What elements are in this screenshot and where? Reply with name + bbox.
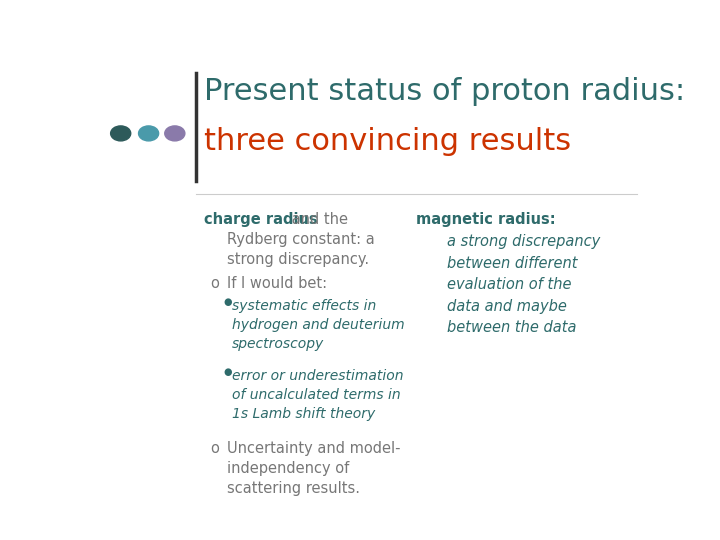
Text: and the: and the (287, 212, 348, 227)
Circle shape (111, 126, 131, 141)
Circle shape (165, 126, 185, 141)
Text: Present status of proton radius:: Present status of proton radius: (204, 77, 685, 106)
Text: strong discrepancy.: strong discrepancy. (227, 252, 369, 267)
Text: o: o (210, 276, 219, 291)
Circle shape (138, 126, 158, 141)
Text: systematic effects in
hydrogen and deuterium
spectroscopy: systematic effects in hydrogen and deute… (233, 299, 405, 351)
Text: Uncertainty and model-
independency of
scattering results.: Uncertainty and model- independency of s… (227, 441, 400, 496)
Text: If I would bet:: If I would bet: (227, 276, 327, 291)
Text: error or underestimation
of uncalculated terms in
1s Lamb shift theory: error or underestimation of uncalculated… (233, 369, 404, 421)
Text: three convincing results: three convincing results (204, 127, 572, 156)
Text: ●: ● (224, 367, 233, 377)
Text: charge radius: charge radius (204, 212, 318, 227)
Text: o: o (210, 441, 219, 456)
Text: magnetic radius:: magnetic radius: (416, 212, 556, 227)
Text: Rydberg constant: a: Rydberg constant: a (227, 232, 374, 247)
Text: a strong discrepancy
between different
evaluation of the
data and maybe
between : a strong discrepancy between different e… (447, 234, 600, 335)
Text: ●: ● (224, 297, 233, 307)
